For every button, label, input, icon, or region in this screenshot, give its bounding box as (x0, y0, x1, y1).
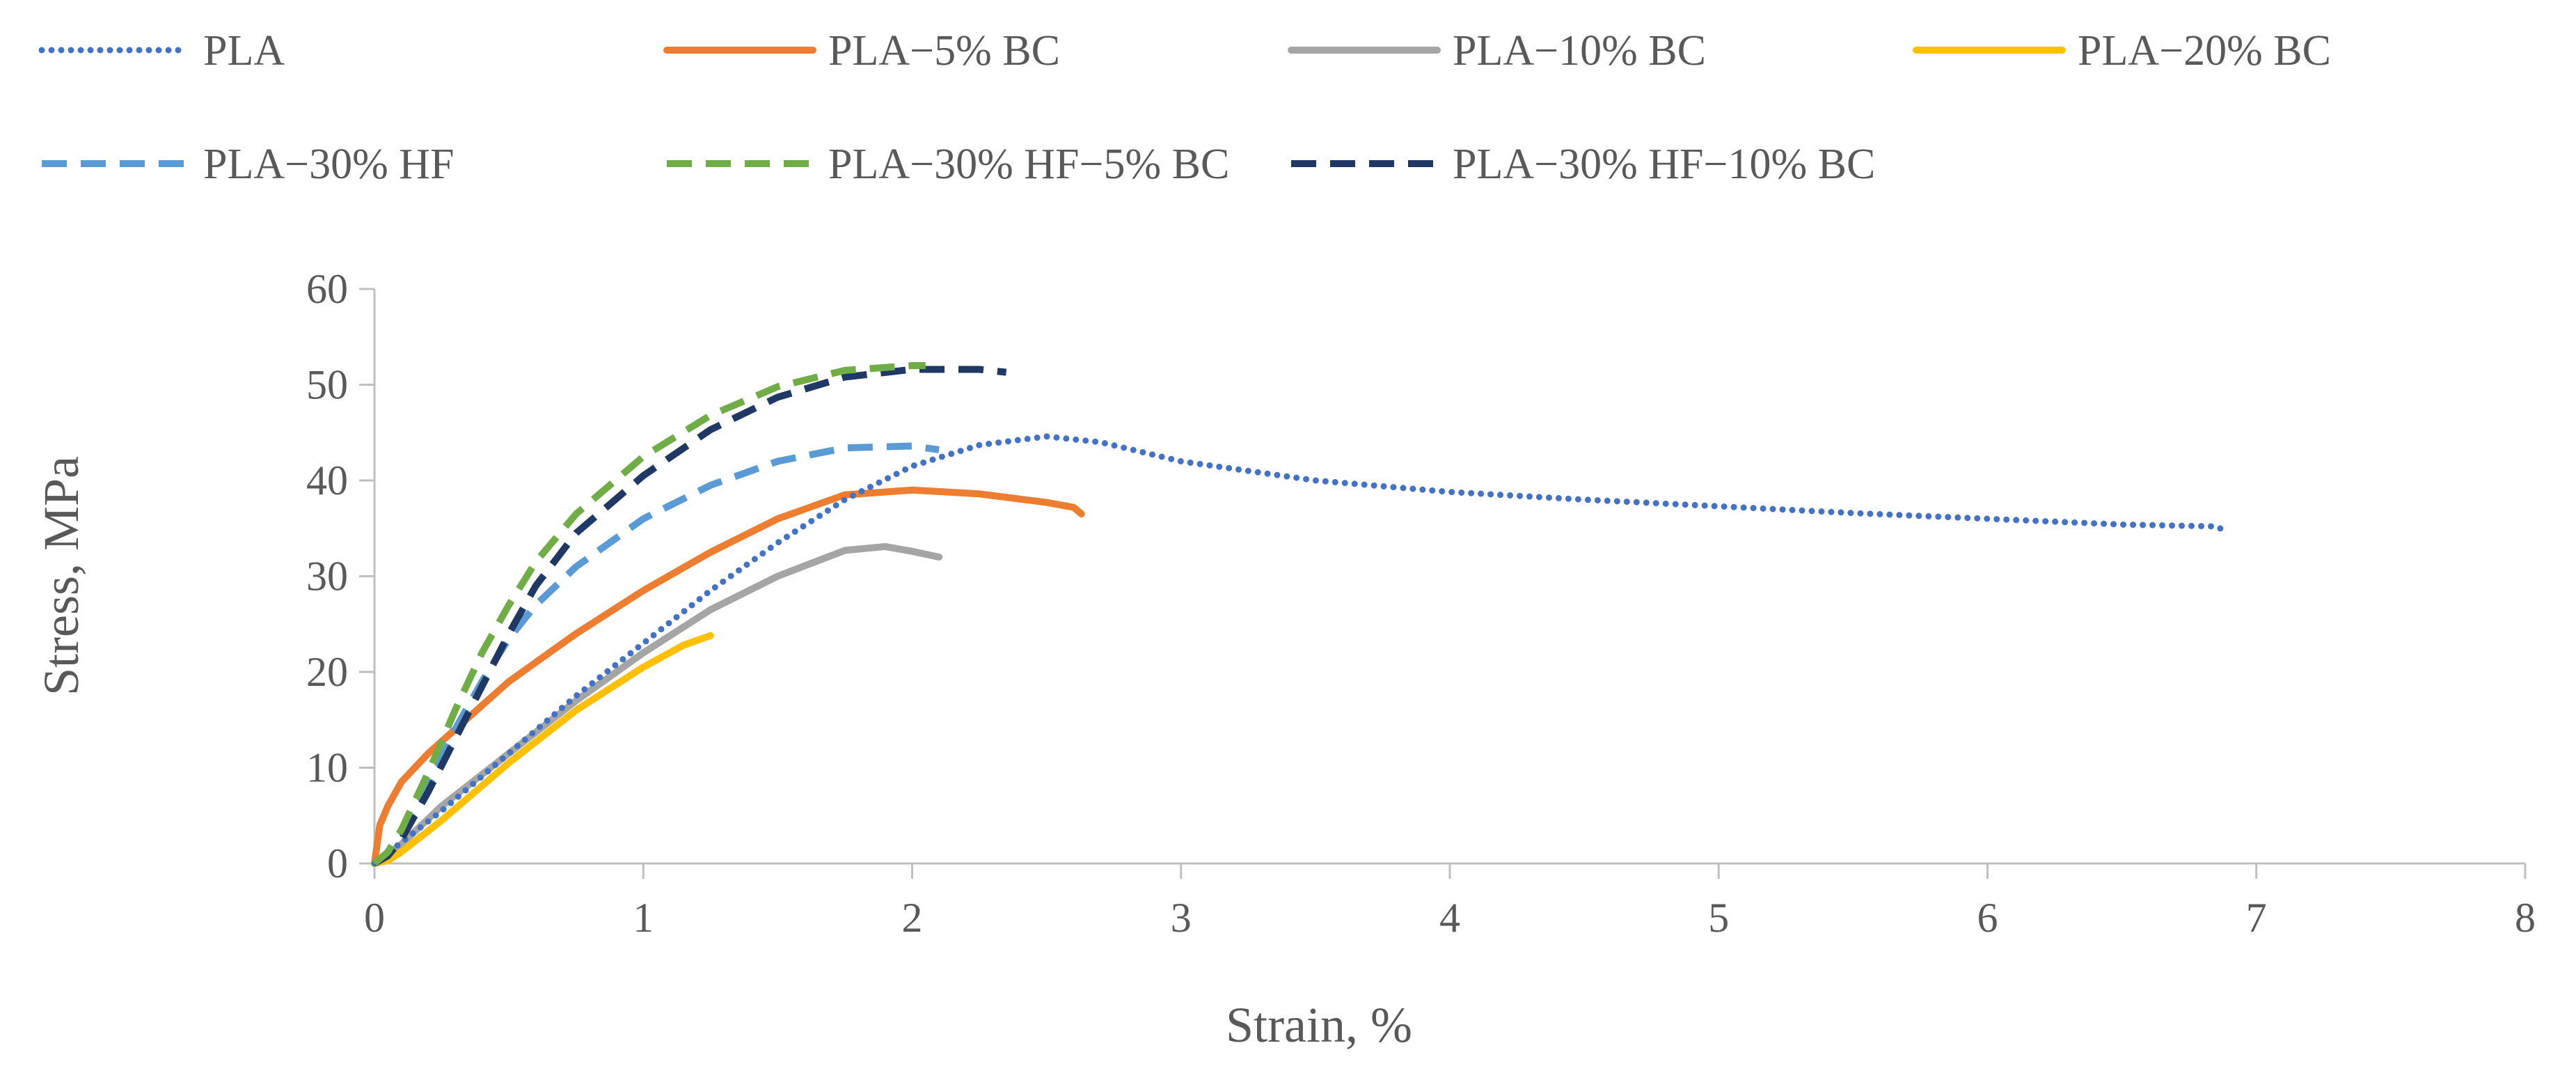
series-line-6 (372, 362, 926, 866)
x-tick-label: 7 (2246, 895, 2267, 941)
plot-area (371, 362, 2227, 867)
x-tick-label: 0 (364, 895, 385, 941)
x-tick-label: 5 (1708, 895, 1729, 941)
y-tick-label: 50 (306, 362, 348, 408)
x-axis-title: Strain, % (1226, 997, 1412, 1053)
x-tick-label: 6 (1977, 895, 1998, 941)
legend-label: PLA−20% BC (2078, 27, 2331, 75)
legend-label: PLA−10% BC (1453, 27, 1706, 75)
y-tick-label: 10 (306, 745, 348, 791)
y-tick-label: 0 (327, 840, 348, 886)
legend: PLA PLA−5% BC PLA−10% BC PLA−20% BC PLA−30% … (38, 27, 2331, 188)
legend-label: PLA−30% HF−5% BC (828, 141, 1229, 188)
y-axis: 0 10 20 30 40 50 60 (306, 266, 376, 886)
x-tick-label: 1 (633, 895, 654, 941)
y-tick-label: 20 (306, 649, 348, 695)
legend-label: PLA−5% BC (828, 27, 1060, 75)
y-tick-label: 60 (306, 266, 348, 312)
x-tick-label: 8 (2515, 895, 2536, 941)
series-line-4 (371, 632, 714, 867)
series-line-1 (371, 433, 2227, 867)
y-tick-label: 30 (306, 554, 348, 600)
x-tick-label: 3 (1171, 895, 1192, 941)
legend-label: PLA (203, 27, 285, 75)
legend-label: PLA−30% HF (203, 141, 455, 188)
x-axis: 0 1 2 3 4 5 6 7 8 (364, 862, 2536, 941)
y-tick-label: 40 (306, 457, 348, 503)
series-line-2 (371, 486, 1085, 867)
legend-label: PLA−30% HF−10% BC (1453, 141, 1875, 188)
series-line-5 (372, 442, 940, 867)
x-tick-label: 2 (902, 895, 923, 941)
series-line-7 (372, 366, 1007, 867)
series-line-3 (371, 542, 943, 867)
x-tick-label: 4 (1439, 895, 1460, 941)
y-axis-title: Stress, MPa (33, 456, 89, 696)
